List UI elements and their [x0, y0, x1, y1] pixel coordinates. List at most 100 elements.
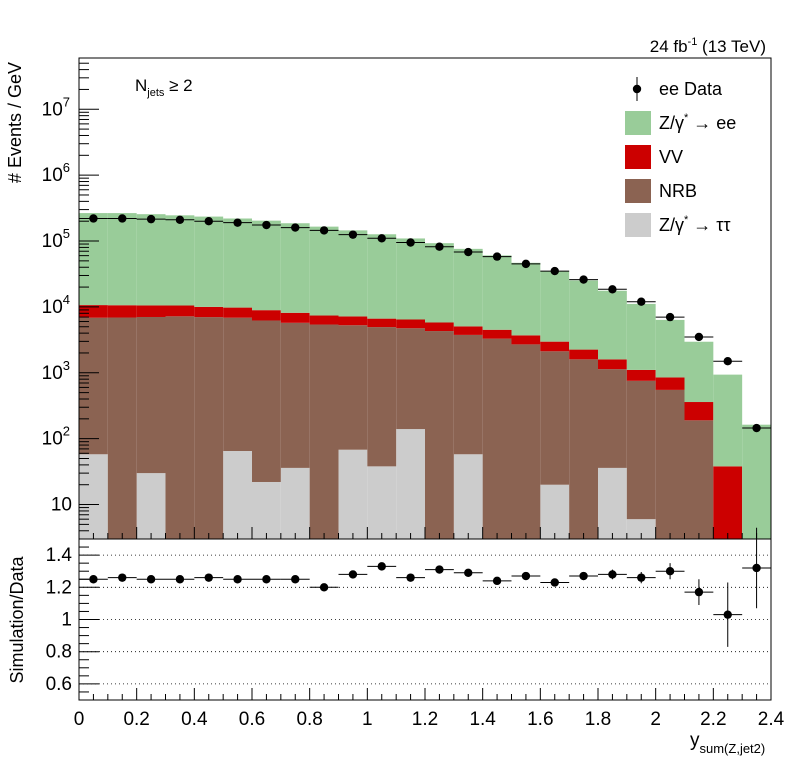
bar-nrb-2 [136, 316, 166, 474]
bar-z-ee-6 [252, 220, 281, 311]
data-point-10 [377, 234, 386, 243]
ratio-point-12 [435, 565, 444, 574]
x-tick-label-6: 1.2 [412, 709, 438, 730]
bar-z-13 [453, 454, 483, 539]
bar-z-ee-17 [569, 280, 598, 350]
bar-vv-15 [511, 335, 541, 345]
data-point-1 [118, 214, 127, 223]
legend-label: Z/γ* → ττ [659, 214, 731, 235]
bar-nrb-1 [107, 317, 137, 539]
legend-swatch [625, 213, 651, 237]
x-tick-label-11: 2.2 [700, 709, 726, 730]
y-tick-label-5: 106 [42, 160, 70, 186]
ratio-point-1 [118, 573, 127, 582]
ratio-point-0 [89, 575, 98, 584]
data-point-7 [291, 223, 300, 232]
data-point-16 [550, 266, 559, 276]
bar-vv-19 [626, 369, 656, 381]
x-tick-label-4: 0.8 [296, 709, 322, 730]
legend-entry-ee-data: ee Data [632, 77, 723, 101]
ratio-point-2 [146, 575, 156, 584]
data-point-4 [204, 217, 213, 226]
x-tick-label-10: 2 [650, 709, 661, 730]
axes: 0 0.2 0.4 0.6 0.8 1 1.2 1.4 1.6 1.8 2 2.2 2.41010210… [42, 57, 785, 730]
ratio-tick-label-3: 1.2 [46, 577, 72, 598]
bar-z-ee-1 [107, 213, 137, 306]
legend-swatch [625, 145, 651, 169]
x-tick-label-2: 0.4 [181, 709, 208, 730]
bar-nrb-12 [425, 331, 454, 539]
legend-label: Z/γ* → ee [659, 112, 736, 133]
bar-z-ee-8 [309, 226, 339, 316]
bar-vv-12 [425, 322, 454, 332]
y-tick-label-0: 10 [51, 495, 72, 516]
x-tick-label-5: 1 [362, 709, 373, 730]
bar-vv-20 [655, 377, 685, 390]
ratio-tick-label-2: 1 [61, 610, 72, 631]
bar-z-ee-13 [453, 248, 483, 327]
data-point-8 [319, 226, 329, 235]
bar-nrb-18 [598, 369, 627, 468]
bar-z-ee-18 [598, 290, 627, 360]
ratio-point-7 [291, 575, 300, 584]
bar-nrb-15 [511, 344, 541, 539]
bar-nrb-8 [309, 324, 339, 539]
y-tick-label-2: 103 [42, 358, 70, 384]
ratio-point-13 [464, 568, 473, 578]
bar-vv-16 [540, 341, 570, 352]
bar-nrb-6 [252, 320, 281, 482]
bar-z-2 [136, 473, 166, 539]
ratio-point-22 [723, 610, 732, 619]
data-point-14 [492, 252, 502, 261]
ratio-gridlines [79, 554, 771, 685]
ratio-point-21 [694, 587, 704, 597]
ratio-point-5 [233, 575, 242, 584]
legend-entry-z-ee: Z/γ* → ee [625, 111, 736, 135]
stacked-histograms [79, 213, 771, 539]
data-point-0 [89, 214, 98, 223]
data-point-17 [579, 275, 588, 284]
y-tick-label-4: 105 [42, 226, 70, 252]
data-points [79, 214, 771, 433]
x-tick-label-3: 0.6 [239, 709, 265, 730]
bar-z-ee-5 [223, 218, 252, 308]
legend-swatch [625, 111, 651, 135]
data-point-9 [348, 230, 358, 239]
bar-nrb-20 [655, 389, 685, 539]
ratio-point-6 [262, 575, 271, 584]
data-point-11 [406, 238, 415, 247]
x-tick-label-9: 1.8 [585, 709, 611, 730]
bar-nrb-21 [684, 420, 714, 539]
bar-z-5 [223, 451, 252, 539]
bar-z-ee-3 [165, 215, 195, 306]
bar-vv-21 [684, 402, 714, 421]
bar-vv-10 [367, 318, 397, 328]
data-point-21 [694, 332, 704, 342]
x-tick-label-7: 1.4 [469, 709, 496, 730]
selection-label: Njets ≥ 2 [135, 76, 193, 99]
legend-marker-dot [632, 84, 642, 94]
bar-vv-6 [252, 310, 281, 321]
lumi-label: 24 fb-1 (13 TeV) [650, 36, 766, 56]
y-tick-label-3: 104 [42, 292, 70, 318]
y-tick-label-1: 102 [42, 424, 70, 450]
bar-z-9 [338, 449, 368, 539]
ratio-point-15 [521, 571, 531, 581]
ratio-y-axis-label: Simulation/Data [7, 555, 27, 683]
bar-nrb-10 [367, 327, 397, 467]
ratio-point-19 [637, 573, 646, 582]
bar-z-ee-7 [280, 223, 310, 313]
series-z [79, 429, 656, 539]
ratio-point-20 [665, 567, 675, 576]
bar-nrb-7 [280, 322, 310, 468]
ratio-point-4 [204, 573, 213, 582]
legend-entry-vv: VV [625, 145, 683, 169]
y-tick-label-6: 107 [42, 94, 70, 120]
legend-entry-z: Z/γ* → ττ [625, 213, 731, 237]
bar-vv-22 [713, 466, 743, 539]
bar-nrb-16 [540, 351, 570, 485]
data-point-23 [752, 423, 761, 433]
bar-nrb-3 [165, 316, 195, 539]
